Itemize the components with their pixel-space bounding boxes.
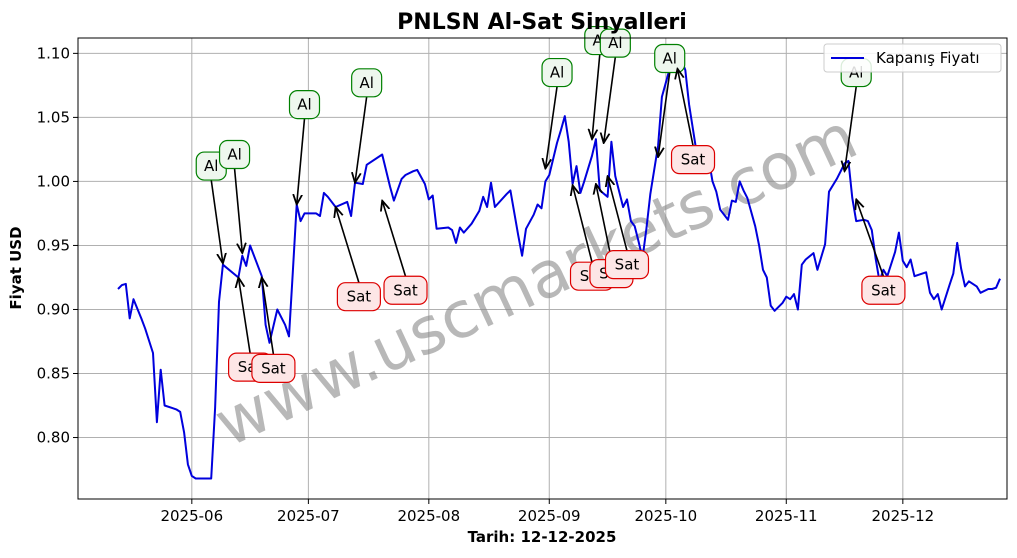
buy-signal: Al: [218, 139, 251, 254]
chart-title: PNLSN Al-Sat Sinyalleri: [397, 10, 687, 35]
signal-arrow: [596, 184, 613, 260]
signal-label-box: [654, 43, 686, 74]
watermark-layer: www.uscmarkets.com: [204, 100, 868, 462]
y-tick-label: 0.95: [37, 236, 70, 254]
x-tick-label: 2025-06: [160, 507, 223, 525]
signal-label-box: [351, 68, 383, 98]
signal-arrow: [658, 72, 671, 157]
signal-arrow: [856, 199, 885, 277]
y-tick-label: 1.10: [37, 44, 70, 62]
signal-arrow: [238, 277, 251, 354]
buy-signal: Al: [599, 28, 631, 143]
signal-arrow: [845, 86, 858, 172]
signal-label-box: [218, 139, 251, 170]
signal-label: Sat: [681, 151, 706, 169]
signal-label-box: [383, 275, 428, 305]
signal-arrow: [262, 277, 275, 355]
buy-signal: Al: [654, 43, 686, 157]
signal-arrow: [382, 201, 407, 277]
series-layer: [117, 58, 1001, 480]
signal-label: Al: [227, 146, 241, 164]
signal-label-box: [599, 28, 631, 58]
signal-label-box: [541, 57, 573, 88]
signal-arrow: [608, 176, 628, 251]
sell-signal: Sat: [604, 176, 650, 280]
signal-label: Al: [608, 34, 622, 52]
legend: Kapanış Fiyatı: [823, 43, 1002, 73]
signal-label-box: [604, 250, 650, 280]
sell-signal: Sat: [382, 201, 428, 305]
y-tick-label: 0.80: [37, 429, 70, 447]
signal-arrow: [297, 118, 306, 205]
x-tick-label: 2025-07: [277, 507, 340, 525]
x-tick-label: 2025-10: [634, 507, 697, 525]
signal-arrow: [604, 57, 617, 143]
sell-signal: Sat: [856, 199, 906, 305]
signal-label-box: [288, 89, 321, 120]
signal-label: Sat: [393, 281, 418, 299]
y-tick-label: 0.85: [37, 365, 70, 383]
axes: 0.80 0.85 0.90 0.95 1.00 1.05 1.10 2025-06 2025-…: [37, 44, 935, 525]
grid: [78, 38, 1007, 499]
signal-label-box: [670, 145, 716, 175]
signal-arrow: [545, 86, 558, 169]
x-axis-label: Tarih: 12-12-2025: [468, 528, 617, 546]
signal-label-box: [336, 282, 381, 312]
signal-label: Sat: [615, 256, 640, 274]
legend-entry-label: Kapanış Fiyatı: [876, 49, 980, 67]
signal-arrow: [573, 185, 593, 263]
buy-signal: Al: [288, 89, 321, 205]
signal-label: Al: [204, 157, 218, 175]
x-tick-label: 2025-09: [518, 507, 581, 525]
signal-label: Al: [662, 49, 676, 67]
x-tick-label: 2025-11: [755, 507, 818, 525]
buy-signal: Al: [351, 68, 383, 183]
sell-signal: Sat: [336, 207, 381, 312]
buy-signal: Al: [195, 151, 227, 263]
y-tick-label: 0.90: [37, 300, 70, 318]
signal-label-box: [251, 353, 296, 383]
buy-signal: Al: [541, 57, 573, 169]
y-tick-label: 1.00: [37, 172, 70, 190]
watermark: www.uscmarkets.com: [204, 100, 868, 462]
signal-label: Sat: [871, 281, 896, 299]
signal-label: Al: [359, 74, 373, 92]
signal-label: Sat: [347, 288, 372, 306]
signal-arrow: [677, 69, 694, 146]
plot-frame: [77, 37, 1008, 500]
signal-arrow: [355, 96, 368, 183]
signal-arrow: [233, 168, 243, 254]
signal-label: Al: [550, 64, 564, 82]
x-tick-label: 2025-08: [397, 507, 460, 525]
signal-arrow: [592, 54, 601, 140]
annotation-layer: AlAlAlAlAlAlAlAlAlSatSatSatSatSatSatSatS…: [195, 25, 906, 383]
signal-arrow: [336, 207, 360, 283]
signal-arrow: [210, 179, 223, 263]
price-series-line: [117, 58, 1001, 480]
signal-label: Al: [297, 96, 311, 114]
y-tick-label: 1.05: [37, 108, 70, 126]
y-axis-label: Fiyat USD: [7, 226, 25, 309]
sell-signal: Sat: [670, 69, 716, 175]
signal-label-box: [861, 275, 906, 305]
sell-signal: Sat: [251, 277, 296, 383]
signal-label: Sat: [261, 359, 286, 377]
x-tick-label: 2025-12: [871, 507, 934, 525]
legend-box: [823, 43, 1002, 73]
